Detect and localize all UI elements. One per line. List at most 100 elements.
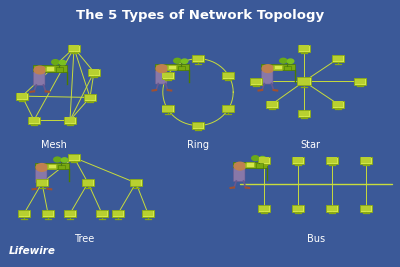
FancyBboxPatch shape <box>327 206 337 211</box>
FancyBboxPatch shape <box>192 122 204 129</box>
FancyBboxPatch shape <box>223 106 234 112</box>
FancyBboxPatch shape <box>37 180 47 186</box>
Text: Tree: Tree <box>74 234 94 244</box>
FancyBboxPatch shape <box>46 66 54 70</box>
FancyBboxPatch shape <box>168 65 176 69</box>
Circle shape <box>54 157 61 162</box>
FancyBboxPatch shape <box>258 157 270 164</box>
FancyBboxPatch shape <box>360 205 372 212</box>
FancyBboxPatch shape <box>130 179 142 186</box>
FancyBboxPatch shape <box>45 67 54 71</box>
FancyBboxPatch shape <box>327 158 337 163</box>
FancyBboxPatch shape <box>162 106 173 112</box>
FancyBboxPatch shape <box>332 55 344 62</box>
FancyBboxPatch shape <box>35 169 47 183</box>
FancyBboxPatch shape <box>293 206 303 211</box>
FancyBboxPatch shape <box>298 45 310 52</box>
FancyBboxPatch shape <box>97 211 107 216</box>
FancyBboxPatch shape <box>167 65 176 70</box>
FancyBboxPatch shape <box>333 101 343 107</box>
FancyBboxPatch shape <box>193 123 203 128</box>
FancyBboxPatch shape <box>113 211 123 216</box>
Circle shape <box>156 65 168 72</box>
FancyBboxPatch shape <box>193 56 203 61</box>
FancyBboxPatch shape <box>223 73 234 78</box>
FancyBboxPatch shape <box>64 117 76 124</box>
Circle shape <box>61 158 68 162</box>
FancyBboxPatch shape <box>246 162 254 167</box>
Circle shape <box>252 156 259 160</box>
FancyBboxPatch shape <box>266 101 278 108</box>
FancyBboxPatch shape <box>43 211 53 216</box>
FancyBboxPatch shape <box>89 69 99 75</box>
FancyBboxPatch shape <box>326 157 338 164</box>
FancyBboxPatch shape <box>155 64 189 70</box>
FancyBboxPatch shape <box>355 79 365 84</box>
Text: Bus: Bus <box>307 234 325 244</box>
FancyBboxPatch shape <box>332 101 344 108</box>
FancyBboxPatch shape <box>267 101 277 107</box>
FancyBboxPatch shape <box>33 65 67 72</box>
FancyBboxPatch shape <box>36 179 48 186</box>
Circle shape <box>280 58 287 63</box>
FancyBboxPatch shape <box>250 78 262 85</box>
FancyBboxPatch shape <box>47 164 56 168</box>
FancyBboxPatch shape <box>68 45 80 52</box>
Circle shape <box>262 65 274 72</box>
FancyBboxPatch shape <box>19 211 29 216</box>
Text: Lifewire: Lifewire <box>9 246 56 256</box>
FancyBboxPatch shape <box>162 105 174 112</box>
FancyBboxPatch shape <box>261 64 294 70</box>
FancyBboxPatch shape <box>143 211 153 216</box>
FancyBboxPatch shape <box>96 210 108 217</box>
FancyBboxPatch shape <box>256 163 262 168</box>
Circle shape <box>234 162 246 170</box>
Circle shape <box>34 66 46 74</box>
FancyBboxPatch shape <box>16 93 28 100</box>
FancyBboxPatch shape <box>361 158 371 163</box>
FancyBboxPatch shape <box>192 55 204 62</box>
FancyBboxPatch shape <box>292 205 304 212</box>
Text: Ring: Ring <box>187 140 209 150</box>
Text: Star: Star <box>300 140 320 150</box>
FancyBboxPatch shape <box>326 205 338 212</box>
FancyBboxPatch shape <box>354 78 366 85</box>
FancyBboxPatch shape <box>65 211 75 216</box>
FancyBboxPatch shape <box>233 168 245 182</box>
FancyBboxPatch shape <box>251 79 261 84</box>
FancyBboxPatch shape <box>298 78 310 85</box>
FancyBboxPatch shape <box>84 94 96 101</box>
FancyBboxPatch shape <box>261 70 273 84</box>
FancyBboxPatch shape <box>155 70 167 84</box>
Circle shape <box>174 58 181 63</box>
FancyBboxPatch shape <box>35 163 69 169</box>
FancyBboxPatch shape <box>42 210 54 217</box>
FancyBboxPatch shape <box>112 210 124 217</box>
FancyBboxPatch shape <box>297 77 311 85</box>
FancyBboxPatch shape <box>48 164 56 168</box>
FancyBboxPatch shape <box>274 65 282 69</box>
FancyBboxPatch shape <box>82 179 94 186</box>
FancyBboxPatch shape <box>258 205 270 212</box>
FancyBboxPatch shape <box>162 73 173 78</box>
Circle shape <box>36 164 48 171</box>
Circle shape <box>287 59 294 63</box>
FancyBboxPatch shape <box>222 105 234 112</box>
FancyBboxPatch shape <box>233 162 266 168</box>
FancyBboxPatch shape <box>33 72 45 85</box>
Text: The 5 Types of Network Topology: The 5 Types of Network Topology <box>76 9 324 22</box>
Circle shape <box>59 60 66 65</box>
FancyBboxPatch shape <box>83 180 93 186</box>
FancyBboxPatch shape <box>131 180 141 186</box>
FancyBboxPatch shape <box>178 66 184 70</box>
FancyBboxPatch shape <box>68 154 80 161</box>
FancyBboxPatch shape <box>333 56 343 61</box>
FancyBboxPatch shape <box>360 157 372 164</box>
FancyBboxPatch shape <box>299 45 309 51</box>
FancyBboxPatch shape <box>293 158 303 163</box>
FancyBboxPatch shape <box>56 67 62 72</box>
FancyBboxPatch shape <box>88 69 100 76</box>
FancyBboxPatch shape <box>85 95 95 100</box>
FancyBboxPatch shape <box>18 210 30 217</box>
FancyBboxPatch shape <box>64 210 76 217</box>
